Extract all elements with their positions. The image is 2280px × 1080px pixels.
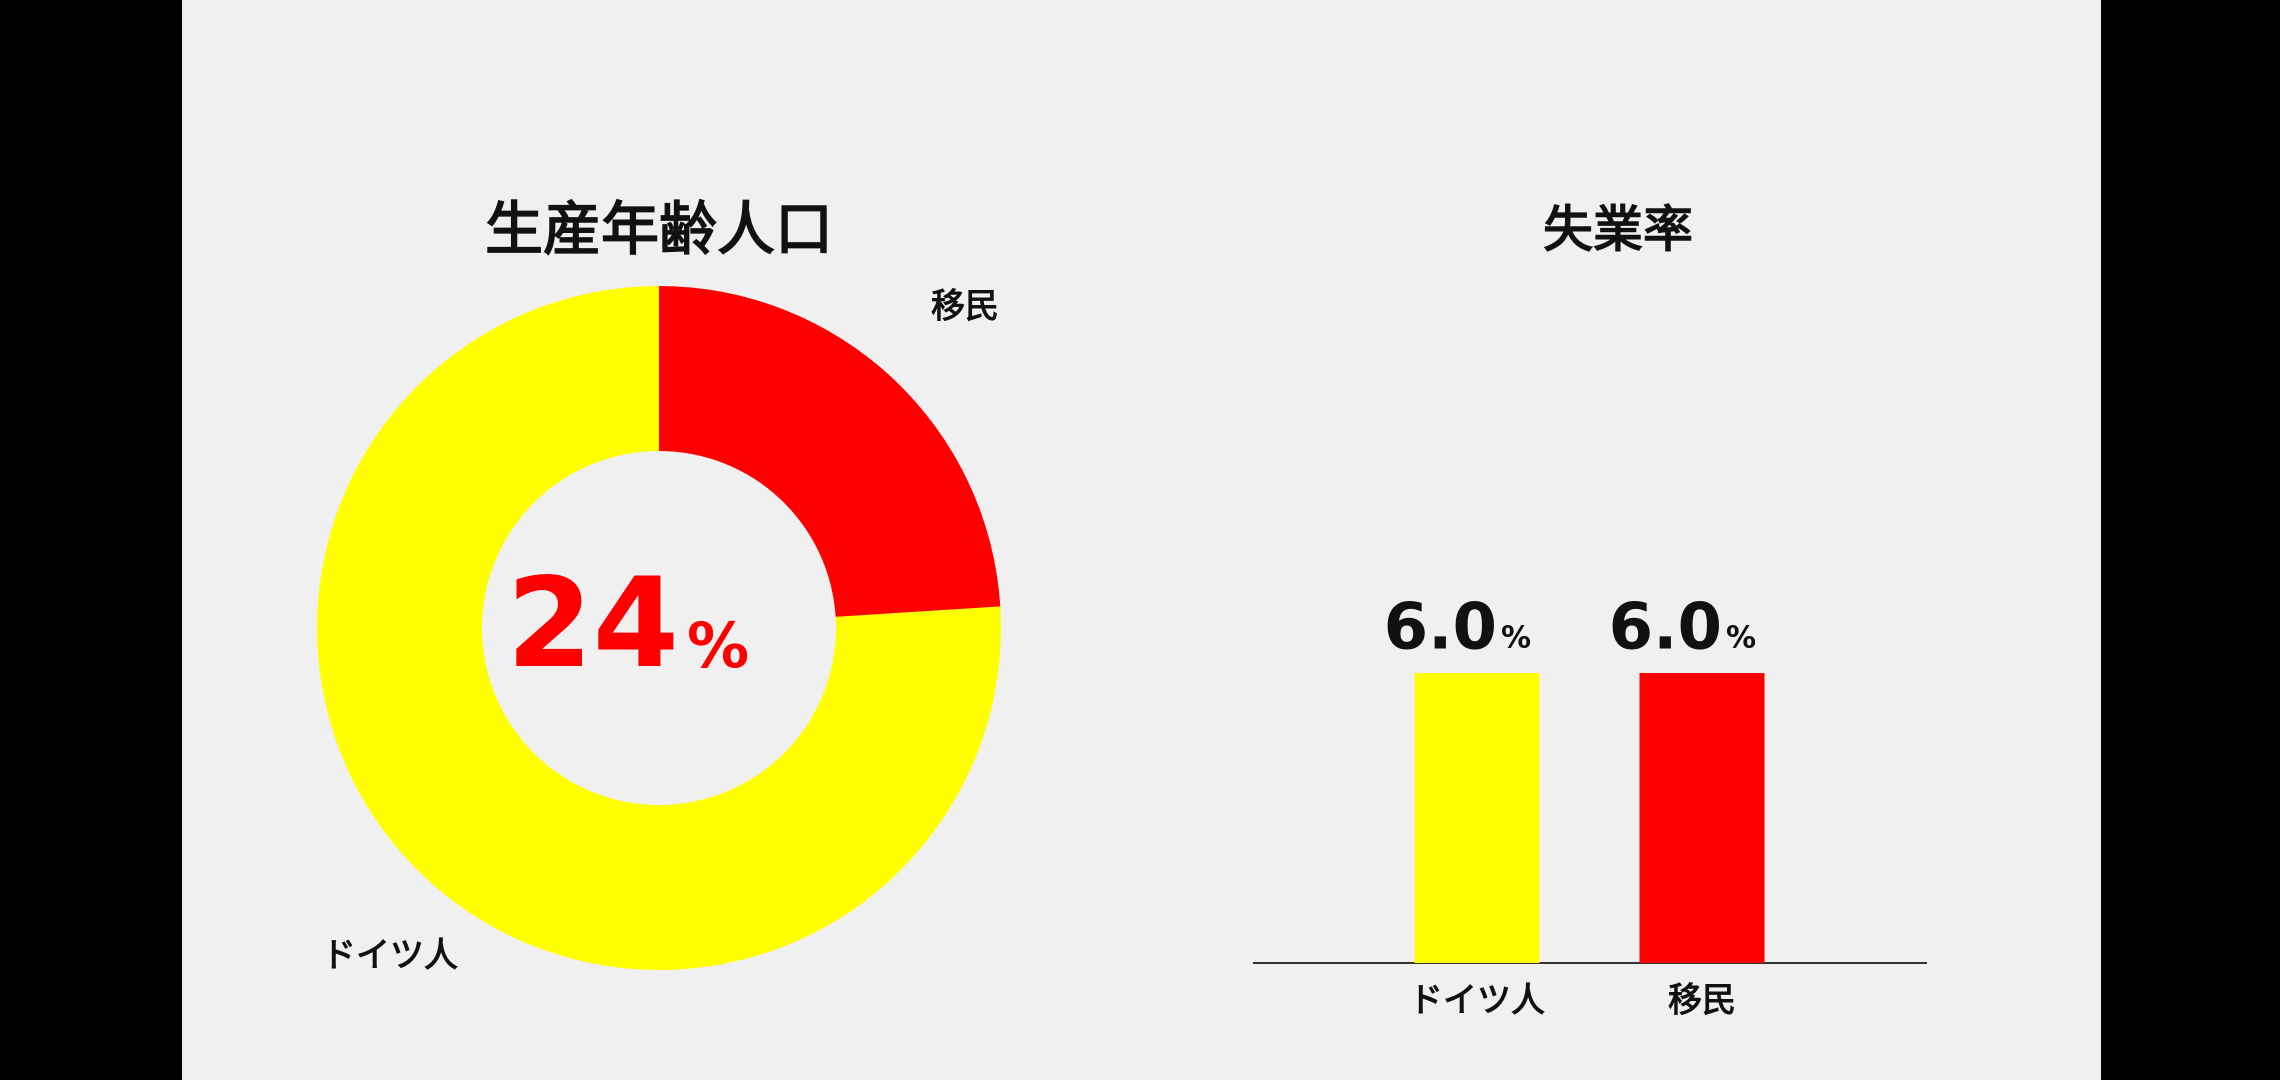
bar <box>1414 673 1540 963</box>
slice-label: 移民 <box>931 287 999 327</box>
bar <box>1639 673 1765 963</box>
center-value: 24 <box>506 552 679 696</box>
donut-slice <box>316 286 1002 970</box>
slice-label: ドイツ人 <box>322 936 458 976</box>
chart-title: 生産年齢人口 <box>485 195 833 263</box>
x-tick-label: ドイツ人 <box>1409 981 1545 1021</box>
center-unit: % <box>687 609 749 682</box>
chart-title: 失業率 <box>1543 201 1693 259</box>
value-label: 6.0 <box>1384 591 1497 665</box>
donut-slice <box>659 286 1001 617</box>
x-tick-label: 移民 <box>1668 981 1736 1021</box>
value-unit: % <box>1726 621 1756 656</box>
value-unit: % <box>1501 621 1531 656</box>
value-label: 6.0 <box>1609 591 1722 665</box>
